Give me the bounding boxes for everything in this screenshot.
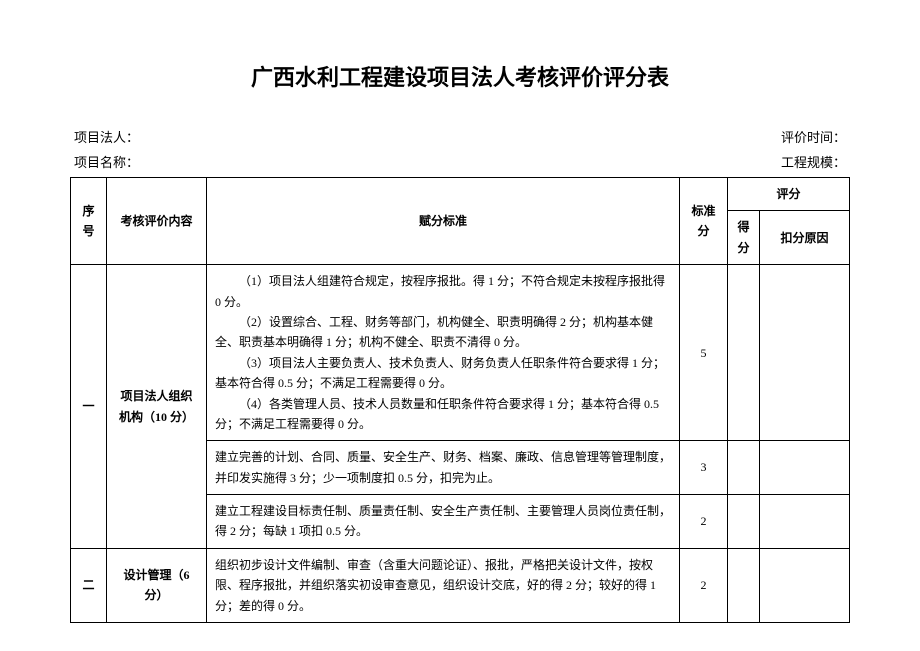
criteria-cell: 组织初步设计文件编制、审查（含重大问题论证）、报批，严格把关设计文件，按权限、程… [207,548,680,622]
row-category: 设计管理（6 分） [107,548,207,622]
criteria-para: （3）项目法人主要负责人、技术负责人、财务负责人任职条件符合要求得 1 分；基本… [215,353,671,394]
row-category: 项目法人组织机构（10 分） [107,265,207,549]
criteria-cell: 建立工程建设目标责任制、质量责任制、安全生产责任制、主要管理人员岗位责任制，得 … [207,495,680,549]
row-idx: 二 [71,548,107,622]
table-row: 二 设计管理（6 分） 组织初步设计文件编制、审查（含重大问题论证）、报批，严格… [71,548,850,622]
header-category: 考核评价内容 [107,178,207,265]
meta-row-1: 项目法人： 评价时间： [70,127,850,146]
score-cell [728,265,760,441]
header-standard-score: 标准分 [680,178,728,265]
std-score: 2 [680,495,728,549]
reason-cell [760,548,850,622]
header-score: 得分 [728,211,760,265]
std-score: 3 [680,441,728,495]
std-score: 2 [680,548,728,622]
table-row: 一 项目法人组织机构（10 分） （1）项目法人组建符合规定，按程序报批。得 1… [71,265,850,441]
meta-row-2: 项目名称： 工程规模： [70,152,850,171]
reason-cell [760,265,850,441]
project-name-label: 项目名称： [74,152,139,171]
criteria-cell: 建立完善的计划、合同、质量、安全生产、财务、档案、廉政、信息管理等管理制度，并印… [207,441,680,495]
header-idx: 序号 [71,178,107,265]
criteria-para: （4）各类管理人员、技术人员数量和任职条件符合要求得 1 分；基本符合得 0.5… [215,394,671,435]
criteria-para: （2）设置综合、工程、财务等部门，机构健全、职责明确得 2 分；机构基本健全、职… [215,312,671,353]
row-idx: 一 [71,265,107,549]
project-scale-label: 工程规模： [781,152,846,171]
reason-cell [760,441,850,495]
legal-person-label: 项目法人： [74,127,139,146]
page-title: 广西水利工程建设项目法人考核评价评分表 [70,60,850,92]
criteria-para: （1）项目法人组建符合规定，按程序报批。得 1 分；不符合规定未按程序报批得 0… [215,271,671,312]
eval-time-label: 评价时间： [781,127,846,146]
criteria-cell: （1）项目法人组建符合规定，按程序报批。得 1 分；不符合规定未按程序报批得 0… [207,265,680,441]
score-cell [728,548,760,622]
header-deduct-reason: 扣分原因 [760,211,850,265]
reason-cell [760,495,850,549]
header-score-group: 评分 [728,178,850,211]
evaluation-table: 序号 考核评价内容 赋分标准 标准分 评分 得分 扣分原因 一 项目法人组织机构… [70,177,850,623]
header-criteria: 赋分标准 [207,178,680,265]
std-score: 5 [680,265,728,441]
score-cell [728,495,760,549]
score-cell [728,441,760,495]
